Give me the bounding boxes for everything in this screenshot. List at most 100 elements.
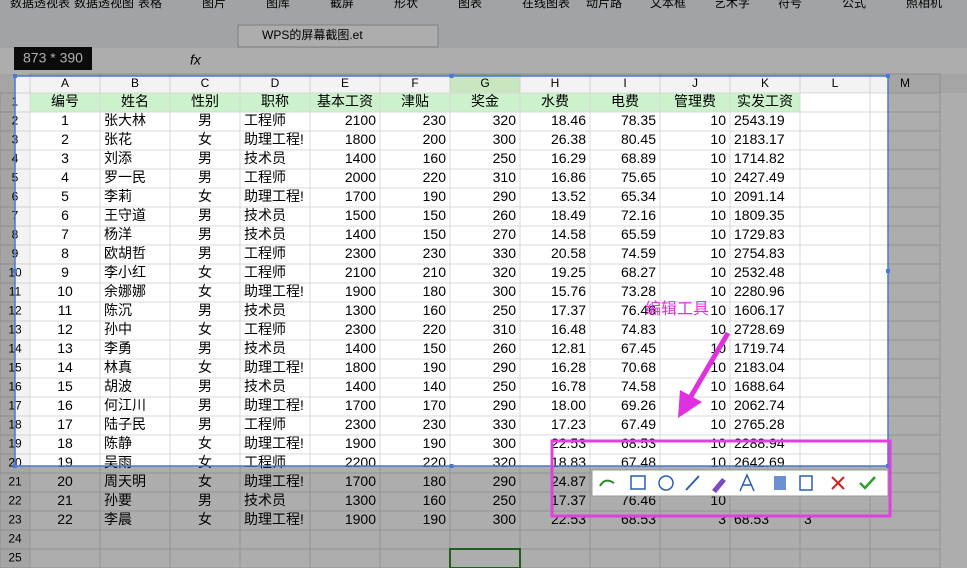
cell-text: 250 [493,378,517,394]
edit-tool-button[interactable] [859,476,876,490]
menu-item[interactable]: 表格 [138,0,162,10]
cell-text: 12.81 [551,340,586,356]
cell-text: 周天明 [104,473,146,489]
cell[interactable] [799,225,871,246]
cell[interactable] [799,263,871,284]
cell[interactable] [799,396,871,417]
row-number[interactable]: 22 [8,494,22,508]
column-letter[interactable]: K [761,76,769,90]
file-tab[interactable] [237,24,439,48]
cell[interactable] [799,320,871,341]
cell[interactable] [799,111,871,132]
cell-text: 10 [710,359,726,375]
column-letter[interactable]: I [623,76,626,90]
cell[interactable] [799,168,871,189]
cell-text: 18 [57,435,73,451]
column-letter[interactable]: D [271,76,280,90]
column-letter[interactable]: H [551,76,560,90]
edit-tool-button[interactable] [739,473,755,492]
menu-item[interactable]: 数据透视表 [10,0,70,10]
menu-item[interactable]: 在线图表 [522,0,570,10]
cell-text: 2300 [345,245,376,261]
cell-text: 1 [61,112,69,128]
resize-handle[interactable] [886,269,890,273]
cell-text: 6 [61,207,69,223]
cell[interactable] [799,282,871,303]
cell-text: 320 [493,264,517,280]
menu-item[interactable]: 照相机 [906,0,942,10]
column-letter[interactable]: E [341,76,349,90]
menu-item[interactable]: 符号 [778,0,802,10]
cell[interactable] [799,339,871,360]
file-tab-label[interactable]: WPS的屏幕截图.et [262,27,363,42]
cell-text: 1400 [345,340,376,356]
row-number[interactable]: 23 [8,513,22,527]
column-letter[interactable]: A [61,76,69,90]
menu-item[interactable]: 图表 [458,0,482,10]
cell[interactable] [799,415,871,436]
cell-text: 助理工程! [244,397,304,413]
edit-tool-button[interactable] [712,478,726,493]
menu-item[interactable]: 文本框 [650,0,686,10]
resize-handle[interactable] [449,74,454,78]
menu-item[interactable]: 图库 [266,0,290,10]
cell[interactable] [799,206,871,227]
cell[interactable] [799,130,871,151]
cell-text: 210 [423,264,447,280]
menu-item[interactable]: 截屏 [330,0,354,10]
cell-text: 助理工程! [244,359,304,375]
row-number[interactable]: 25 [8,551,22,565]
edit-tool-button[interactable] [658,475,674,491]
resize-handle[interactable] [13,269,17,273]
column-letter[interactable]: F [411,76,418,90]
cell[interactable] [799,377,871,398]
cell-text: 助理工程! [244,435,304,451]
cell-text: 74.83 [621,321,656,337]
cell-text: 女 [198,473,212,489]
menu-item[interactable]: 形状 [394,0,418,10]
row-number[interactable]: 21 [8,475,22,489]
cell[interactable] [799,187,871,208]
resize-handle[interactable] [13,464,17,468]
menu-item[interactable]: 动片路 [586,0,622,10]
column-letter[interactable]: G [480,76,489,90]
edit-tool-button[interactable] [799,475,813,491]
cell-text: 刘添 [104,150,132,166]
column-letter[interactable]: C [201,76,210,90]
column-letter[interactable]: M [900,76,910,90]
row-number[interactable]: 24 [8,532,22,546]
cell[interactable] [799,358,871,379]
menu-item[interactable]: 数据透视图 [74,0,134,10]
column-letter[interactable]: L [832,76,839,90]
column-letter[interactable]: J [692,76,698,90]
cell[interactable] [799,92,871,113]
cell-text: 男 [198,378,212,394]
cell[interactable] [799,244,871,265]
cell[interactable] [799,301,871,322]
cell-text: 陆子民 [104,416,146,432]
edit-tool-button[interactable] [599,479,615,487]
column-letter[interactable]: B [131,76,139,90]
menu-item[interactable]: 图片 [202,0,226,10]
cell[interactable] [869,548,941,568]
cell-text: 160 [423,492,447,508]
cell-text: 68.89 [621,150,656,166]
resize-handle[interactable] [886,464,890,468]
edit-tool-button[interactable] [831,476,845,490]
cell-text: 190 [423,435,447,451]
cell[interactable] [799,149,871,170]
edit-tool-button[interactable] [774,476,786,490]
resize-handle[interactable] [13,74,17,78]
cell-text: 220 [423,321,447,337]
resize-handle[interactable] [449,464,454,468]
cell-text: 16.86 [551,169,586,185]
menu-item[interactable]: 公式 [842,0,866,10]
cell[interactable] [799,434,871,455]
fx-label[interactable]: fx [190,52,202,68]
menu-item[interactable]: 艺术字 [714,0,750,10]
cell-text: 75.65 [621,169,656,185]
edit-tool-button[interactable] [630,475,646,490]
edit-tool-button[interactable] [685,475,700,491]
cell-text: 290 [493,188,517,204]
resize-handle[interactable] [886,74,890,78]
